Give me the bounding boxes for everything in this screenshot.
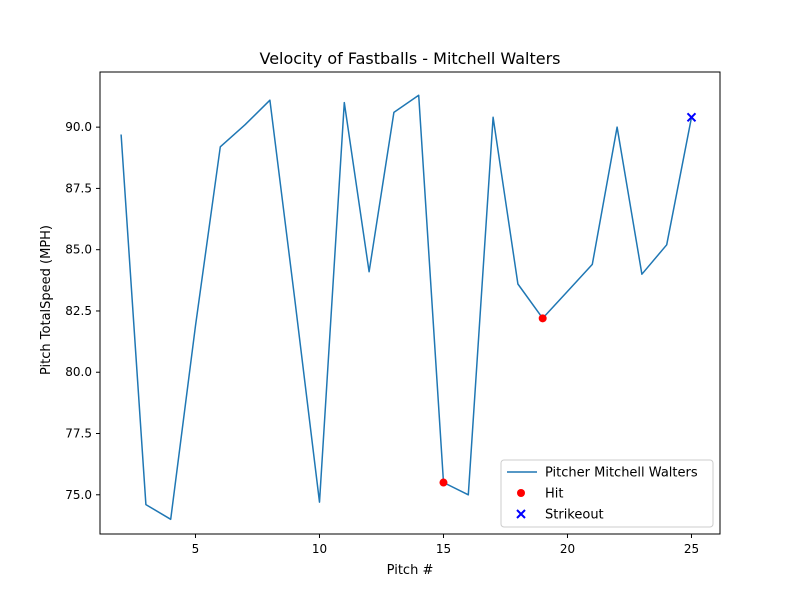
plot-frame <box>99 71 721 535</box>
y-tick-label: 75.0 <box>65 488 92 502</box>
x-axis-label: Pitch # <box>387 563 434 578</box>
legend-label: Pitcher Mitchell Walters <box>545 466 698 481</box>
legend-strikeout-swatch <box>516 509 526 519</box>
y-tick-label: 85.0 <box>65 243 92 257</box>
x-tick-label: 20 <box>560 542 575 556</box>
hit-marker <box>439 478 448 487</box>
y-tick-label: 87.5 <box>65 181 92 195</box>
series-line-pitcher <box>120 94 693 521</box>
x-tick-label: 15 <box>436 542 451 556</box>
plot-area: 5 10 15 20 25 75.0 77.5 80.0 82.5 85.0 87.5 90.0 <box>65 71 721 556</box>
legend-hit-swatch <box>517 489 525 497</box>
chart-title: Velocity of Fastballs - Mitchell Walters <box>260 49 561 68</box>
legend: Pitcher Mitchell Walters Hit Strikeout <box>500 459 714 528</box>
y-tick-label: 77.5 <box>65 427 92 441</box>
hit-marker <box>538 314 547 323</box>
y-tick-label: 82.5 <box>65 304 92 318</box>
x-tick-label: 10 <box>312 542 327 556</box>
x-tick-label: 5 <box>192 542 200 556</box>
legend-box <box>500 459 714 528</box>
y-axis-label: Pitch TotalSpeed (MPH) <box>39 225 54 375</box>
legend-label: Hit <box>545 487 563 502</box>
y-tick-label: 90.0 <box>65 120 92 134</box>
x-tick-label: 25 <box>684 542 699 556</box>
strikeout-marker <box>686 112 697 123</box>
legend-label: Strikeout <box>545 508 604 523</box>
y-tick-label: 80.0 <box>65 365 92 379</box>
